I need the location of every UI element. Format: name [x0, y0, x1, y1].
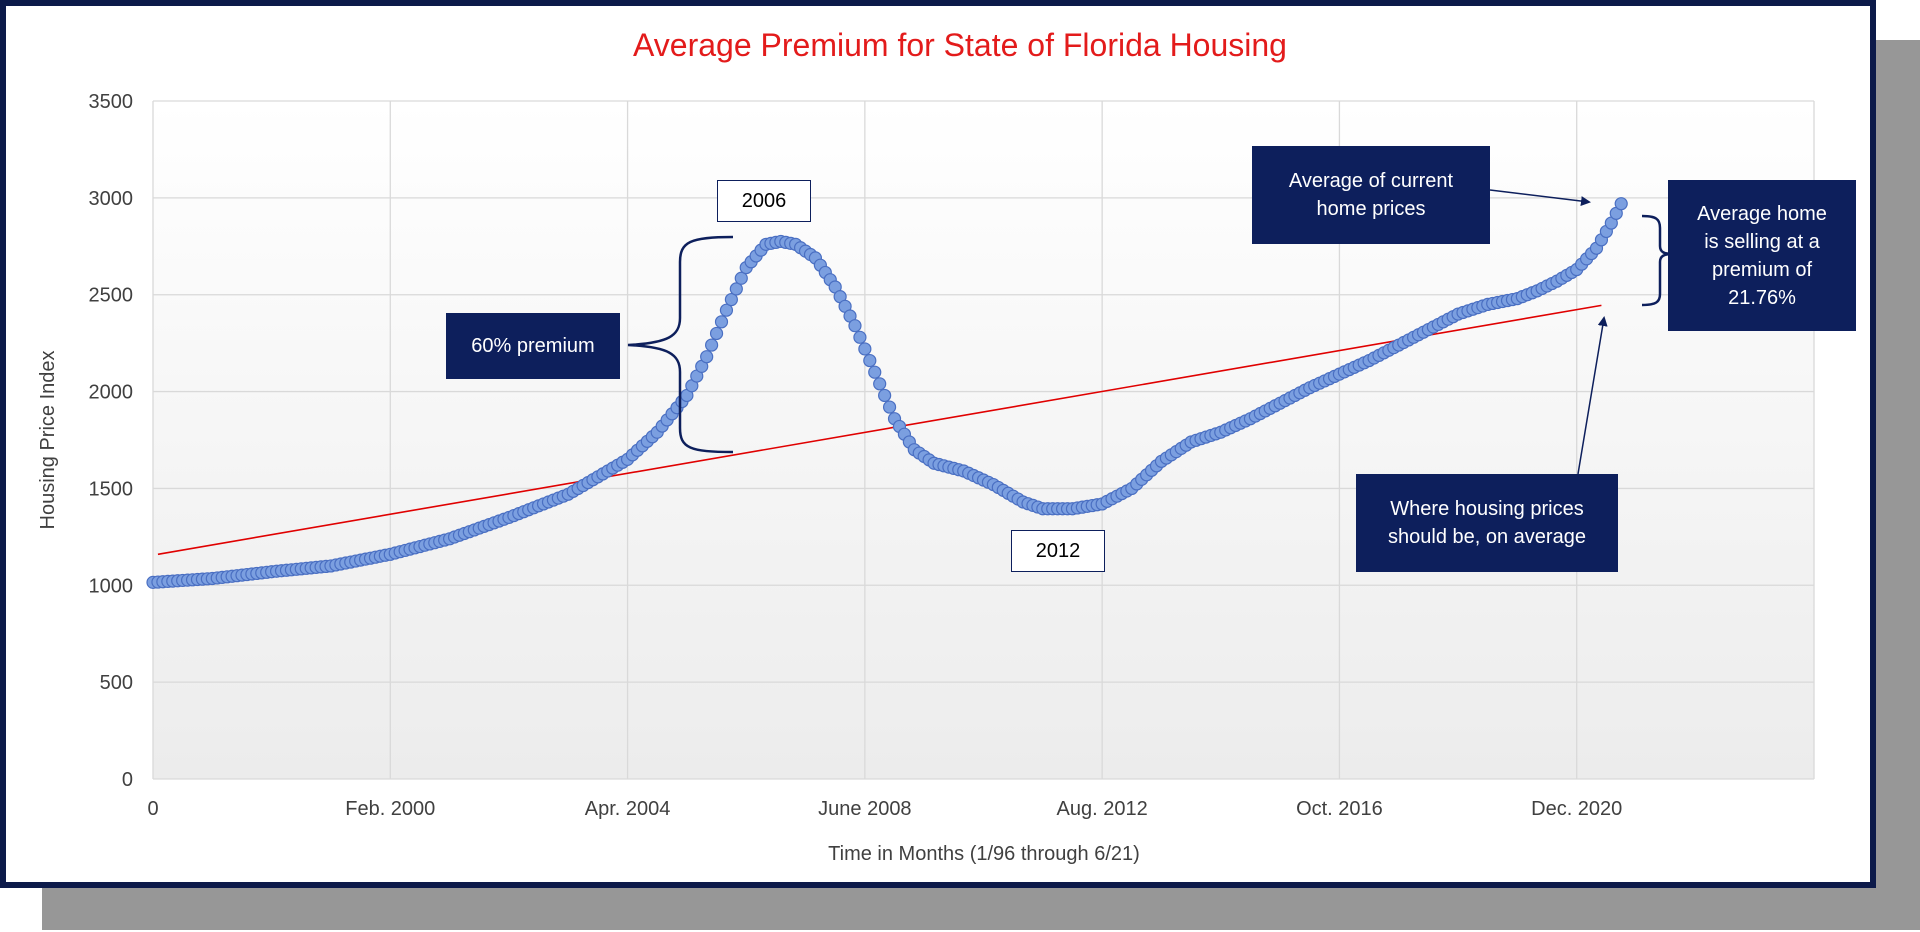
data-point [853, 330, 867, 344]
plot-background [153, 101, 1814, 779]
x-axis-label: Time in Months (1/96 through 6/21) [828, 843, 1140, 865]
data-point [729, 282, 743, 296]
x-tick-label: Oct. 2016 [1296, 798, 1383, 820]
data-point [848, 319, 862, 333]
data-point [724, 292, 738, 307]
data-point [705, 338, 719, 352]
year-label-2006: 2006 [717, 180, 811, 222]
y-tick-label: 3500 [89, 91, 134, 113]
data-point [734, 271, 748, 285]
trend-line [157, 304, 1602, 556]
premium-percent-box: Average home is selling at a premium of … [1668, 180, 1856, 331]
data-point [863, 353, 877, 368]
price-series [146, 197, 1628, 589]
y-tick-label: 3000 [89, 188, 134, 210]
x-tick-label: Feb. 2000 [345, 798, 435, 820]
y-tick-label: 500 [100, 672, 133, 694]
x-tick-label: Aug. 2012 [1057, 798, 1148, 820]
premium-60-box: 60% premium [446, 313, 620, 379]
data-point [878, 388, 892, 403]
current-average-box: Average of current home prices [1252, 146, 1490, 244]
y-tick-label: 2000 [89, 382, 134, 404]
tick-labels: 0 500 1000 1500 2000 2500 3000 3500 0 Feb. 2000 Ap… [89, 91, 1623, 820]
y-axis-label: Housing Price Index [37, 351, 59, 530]
data-point [882, 400, 897, 414]
data-point [700, 350, 714, 364]
data-point [873, 377, 887, 391]
y-tick-label: 0 [122, 769, 133, 791]
y-tick-label: 1500 [89, 478, 134, 500]
x-tick-label: 0 [147, 798, 158, 820]
should-be-box: Where housing prices should be, on avera… [1356, 474, 1618, 572]
x-tick-label: June 2008 [818, 798, 911, 820]
chart-title: Average Premium for State of Florida Hou… [633, 27, 1287, 63]
data-point [858, 342, 872, 356]
data-point [868, 365, 882, 379]
should-be-arrow [1577, 316, 1608, 475]
y-tick-label: 1000 [89, 575, 134, 597]
x-tick-label: Apr. 2004 [585, 798, 671, 820]
premium-brace [627, 235, 734, 454]
data-point [1614, 197, 1628, 211]
data-point [714, 315, 729, 329]
data-point [709, 326, 724, 341]
x-tick-label: Dec. 2020 [1531, 798, 1622, 820]
data-point [719, 303, 734, 317]
y-tick-label: 2500 [89, 285, 134, 307]
current-average-arrow [1489, 189, 1591, 207]
trend-series [157, 304, 1602, 556]
year-label-2012: 2012 [1011, 530, 1105, 572]
